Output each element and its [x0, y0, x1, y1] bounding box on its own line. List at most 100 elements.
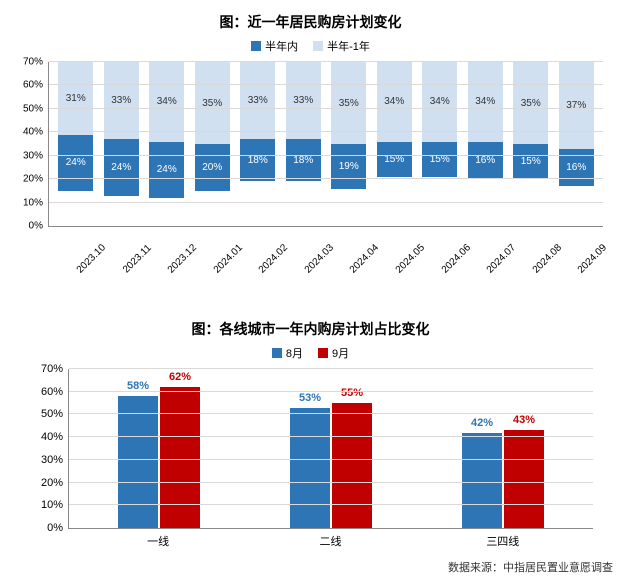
y-tick-label: 50% — [29, 408, 63, 420]
bar-value-label: 43% — [513, 414, 535, 426]
y-tick-label: 30% — [29, 454, 63, 466]
bar-segment-bottom: 15% — [513, 144, 548, 179]
bar-segment-bottom: 20% — [195, 144, 230, 191]
y-tick-label: 20% — [9, 174, 43, 185]
y-tick-label: 10% — [29, 499, 63, 511]
stacked-bar: 35%19% — [331, 62, 366, 189]
y-tick-label: 10% — [9, 197, 43, 208]
legend-swatch — [318, 348, 328, 358]
grouped-bar: 62% — [160, 387, 200, 528]
legend-item: 8月 — [272, 345, 303, 361]
bar-segment-bottom: 15% — [377, 142, 412, 177]
bar-segment-top: 33% — [286, 62, 321, 139]
chart1-plot: 0%10%20%30%40%50%60%70% 31%24%33%24%34%2… — [48, 62, 603, 227]
bar-segment-bottom: 18% — [240, 139, 275, 181]
x-label: 三四线 — [417, 529, 589, 549]
chart2-plot: 0%10%20%30%40%50%60%70% 58%62%53%55%42%4… — [68, 369, 593, 529]
chart1: 图：近一年居民购房计划变化 半年内 半年-1年 0% 10% 20% 30% 40% 50… — [8, 12, 613, 267]
grouped-bar: 53% — [290, 408, 330, 528]
chart1-title: 图：近一年居民购房计划变化 — [8, 12, 613, 32]
chart2-title: 图：各线城市一年内购房计划占比变化 — [8, 319, 613, 339]
legend-label: 半年内 — [265, 38, 298, 54]
bar-segment-bottom: 15% — [422, 142, 457, 177]
gridline — [69, 482, 593, 483]
gridline — [49, 131, 603, 132]
chart1-area: 0%10%20%30%40%50%60%70% 31%24%33%24%34%2… — [48, 62, 603, 267]
bar-value-label: 62% — [169, 371, 191, 383]
y-tick-label: 60% — [9, 80, 43, 91]
legend-item: 9月 — [318, 345, 349, 361]
bar-segment-bottom: 24% — [104, 139, 139, 195]
bar-segment-bottom: 16% — [468, 142, 503, 179]
bar-segment-top: 34% — [422, 62, 457, 142]
x-label: 二线 — [244, 529, 416, 549]
stacked-bar: 35%20% — [195, 62, 230, 191]
legend-swatch — [313, 41, 323, 51]
bar-segment-bottom: 19% — [331, 144, 366, 189]
gridline — [49, 108, 603, 109]
gridline — [69, 436, 593, 437]
legend-label: 9月 — [332, 345, 349, 361]
legend-item: 半年-1年 — [313, 38, 370, 54]
y-tick-label: 70% — [9, 57, 43, 68]
bar-value-label: 42% — [471, 417, 493, 429]
stacked-bar: 34%16% — [468, 62, 503, 179]
bar-segment-bottom: 24% — [58, 135, 93, 191]
chart1-yaxis: 0%10%20%30%40%50%60%70% — [9, 62, 45, 226]
legend-swatch — [251, 41, 261, 51]
bar-segment-bottom: 18% — [286, 139, 321, 181]
stacked-bar: 33%24% — [104, 62, 139, 196]
data-source: 数据来源：中指居民置业意愿调查 — [8, 559, 613, 575]
y-tick-label: 0% — [9, 221, 43, 232]
stacked-bar: 37%16% — [559, 62, 594, 186]
x-label: 2023.10 — [52, 227, 98, 267]
gridline — [69, 391, 593, 392]
bar-segment-top: 34% — [149, 62, 184, 142]
gridline — [49, 202, 603, 203]
chart1-xlabels: 2023.102023.112023.122024.012024.022024.… — [48, 227, 603, 267]
grouped-bar: 58% — [118, 396, 158, 528]
y-tick-label: 60% — [29, 386, 63, 398]
stacked-bar: 33%18% — [286, 62, 321, 181]
stacked-bar: 33%18% — [240, 62, 275, 181]
chart1-legend: 半年内 半年-1年 — [8, 38, 613, 54]
legend-label: 8月 — [286, 345, 303, 361]
gridline — [49, 178, 603, 179]
grouped-bar: 43% — [504, 430, 544, 528]
bar-value-label: 53% — [299, 392, 321, 404]
legend-item: 半年内 — [251, 38, 298, 54]
y-tick-label: 40% — [9, 127, 43, 138]
stacked-bar: 34%15% — [377, 62, 412, 177]
bar-segment-top: 34% — [377, 62, 412, 142]
bar-segment-top: 33% — [240, 62, 275, 139]
y-tick-label: 20% — [29, 477, 63, 489]
bar-segment-top: 34% — [468, 62, 503, 142]
chart2-legend: 8月 9月 — [8, 345, 613, 361]
chart2-yaxis: 0%10%20%30%40%50%60%70% — [19, 369, 65, 528]
grouped-bar: 42% — [462, 433, 502, 528]
chart2-area: 0%10%20%30%40%50%60%70% 58%62%53%55%42%4… — [68, 369, 593, 549]
stacked-bar: 35%15% — [513, 62, 548, 179]
y-tick-label: 70% — [29, 363, 63, 375]
gridline — [69, 459, 593, 460]
bar-value-label: 55% — [341, 387, 363, 399]
gridline — [69, 504, 593, 505]
bar-segment-bottom: 24% — [149, 142, 184, 198]
chart2: 图：各线城市一年内购房计划占比变化 8月 9月 0% 10% 20% 30% 40% 50… — [8, 319, 613, 549]
bar-segment-top: 33% — [104, 62, 139, 139]
gridline — [49, 61, 603, 62]
bar-segment-top: 37% — [559, 62, 594, 149]
y-tick-label: 40% — [29, 431, 63, 443]
legend-label: 半年-1年 — [327, 38, 370, 54]
y-tick-label: 0% — [29, 522, 63, 534]
gridline — [69, 413, 593, 414]
chart2-xlabels: 一线二线三四线 — [68, 529, 593, 549]
stacked-bar: 31%24% — [58, 62, 93, 191]
grouped-bar: 55% — [332, 403, 372, 528]
y-tick-label: 30% — [9, 150, 43, 161]
gridline — [69, 368, 593, 369]
bar-segment-top: 31% — [58, 62, 93, 135]
legend-swatch — [272, 348, 282, 358]
gridline — [49, 155, 603, 156]
y-tick-label: 50% — [9, 103, 43, 114]
